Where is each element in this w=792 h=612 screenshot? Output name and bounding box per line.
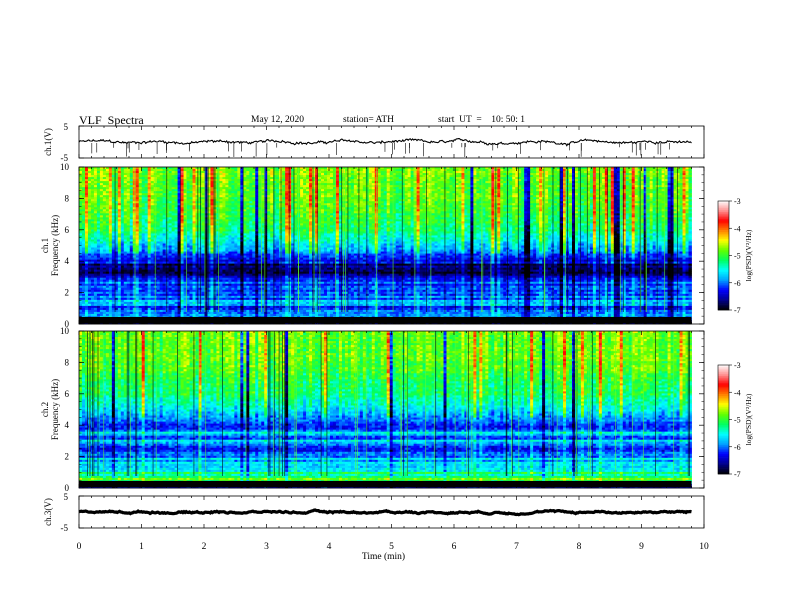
ch3-waveform-ylabel: ch.3(V) (43, 498, 53, 526)
xaxis-tick-5: 5 (389, 542, 394, 552)
ch2-spectrogram-colorbar-tick--3: -3 (734, 361, 741, 370)
ch1-spectrogram-colorbar-tick--3: -3 (734, 197, 741, 206)
header-title: VLF Spectra (79, 113, 144, 128)
xaxis-tick-2: 2 (202, 542, 207, 552)
xaxis-tick-3: 3 (264, 542, 269, 552)
ch2-spectrogram-ytick-0: 0 (65, 483, 70, 493)
ch1-spectrogram-ytick-4: 4 (65, 256, 70, 266)
ch2-spectrogram-colorbar (717, 364, 732, 475)
ch1-spectrogram-colorbar-tick--4: -4 (734, 224, 741, 233)
ch1-spectrogram-ytick-0: 0 (65, 319, 70, 329)
ch1-spectrogram (79, 167, 692, 325)
ch2-spectrogram-colorbar-tick--5: -5 (734, 416, 741, 425)
ch1-spectrogram-colorbar (717, 200, 732, 311)
ch1-spectrogram-ytick-8: 8 (65, 193, 70, 203)
header-start-time: start UT = 10: 50: 1 (438, 115, 525, 125)
ch1-waveform-ytick-bottom: -5 (61, 153, 69, 163)
xaxis-tick-9: 9 (639, 542, 644, 552)
xaxis-tick-10: 10 (699, 542, 709, 552)
ch1-spectrogram-colorbar-tick--5: -5 (734, 252, 741, 261)
xaxis-tick-1: 1 (139, 542, 144, 552)
ch2-spectrogram-ylabel: Frequency (kHz) (50, 379, 60, 440)
ch2-spectrogram-channel-label: ch.2 (40, 402, 50, 417)
ch2-spectrogram-colorbar-tick--6: -6 (734, 443, 741, 452)
ch2-spectrogram-ytick-2: 2 (65, 452, 70, 462)
xaxis-tick-0: 0 (77, 542, 82, 552)
ch3-waveform-ytick-bottom: -5 (61, 523, 69, 533)
ch1-waveform-ylabel: ch.1(V) (43, 128, 53, 156)
xaxis-tick-7: 7 (514, 542, 519, 552)
ch1-spectrogram-ytick-10: 10 (60, 162, 70, 172)
header-station: station= ATH (343, 115, 394, 125)
ch3-waveform-trace (78, 508, 692, 517)
ch1-spectrogram-channel-label: ch.1 (40, 238, 50, 253)
ch1-waveform (78, 138, 692, 158)
ch1-waveform-trace (78, 138, 692, 147)
xaxis-tick-6: 6 (452, 542, 457, 552)
ch1-spectrogram-colorbar-label: log(PSD)(V²/Hz) (744, 229, 753, 281)
ch2-spectrogram (79, 331, 692, 489)
ch1-spectrogram-ytick-2: 2 (65, 288, 70, 298)
ch1-spectrogram-ylabel: Frequency (kHz) (50, 215, 60, 276)
ch1-spectrogram-colorbar-tick--6: -6 (734, 279, 741, 288)
ch2-spectrogram-colorbar-tick--7: -7 (734, 470, 741, 479)
xaxis-tick-4: 4 (327, 542, 332, 552)
ch1-spectrogram-colorbar-tick--7: -7 (734, 306, 741, 315)
header-date: May 12, 2020 (251, 115, 304, 125)
ch2-spectrogram-ytick-8: 8 (65, 357, 70, 367)
ch2-spectrogram-colorbar-label: log(PSD)(V²/Hz) (744, 393, 753, 445)
xaxis-tick-8: 8 (577, 542, 582, 552)
ch2-spectrogram-ytick-4: 4 (65, 420, 70, 430)
ch1-spectrogram-ytick-6: 6 (65, 225, 70, 235)
ch2-spectrogram-colorbar-tick--4: -4 (734, 388, 741, 397)
xaxis-label: Time (min) (362, 551, 405, 562)
ch1-waveform-ytick-top: 5 (64, 122, 69, 132)
ch2-spectrogram-ytick-10: 10 (60, 326, 70, 336)
ch3-waveform-ytick-top: 5 (64, 492, 69, 502)
ch3-waveform (78, 508, 692, 517)
ch2-spectrogram-ytick-6: 6 (65, 389, 70, 399)
